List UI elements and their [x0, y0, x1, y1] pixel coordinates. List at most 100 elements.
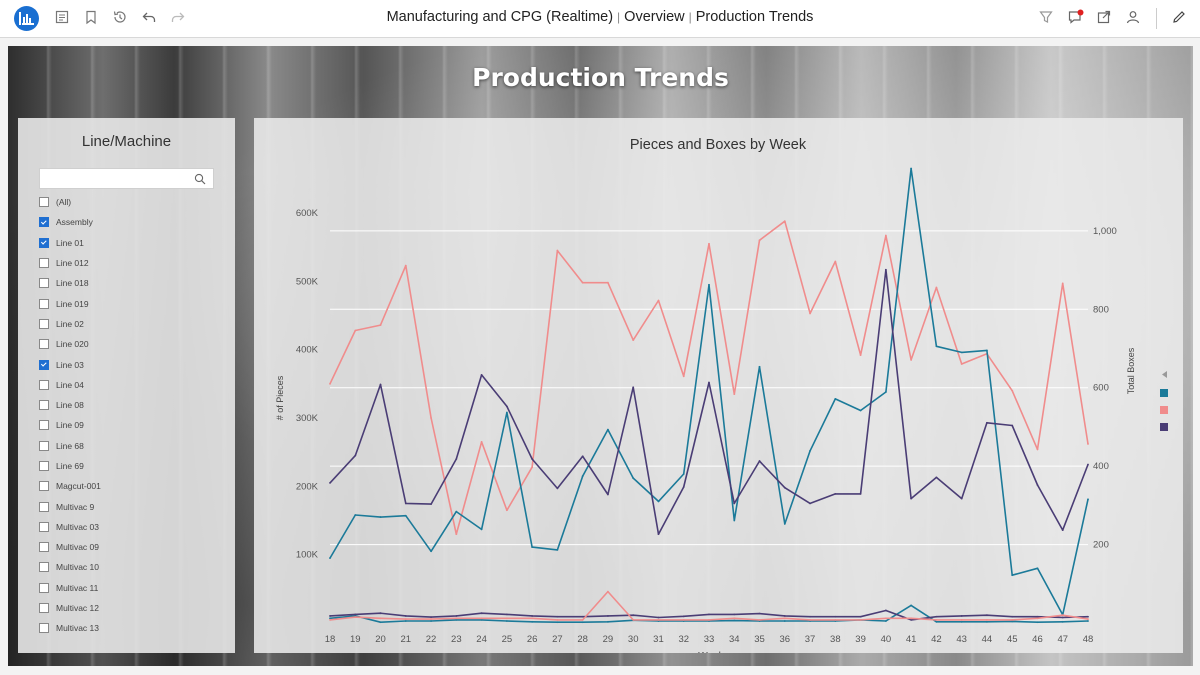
slicer-checkbox[interactable]: [39, 359, 49, 370]
data-point: [809, 615, 811, 618]
x-tick-label: 27: [552, 634, 563, 645]
slicer-checkbox[interactable]: [39, 217, 49, 228]
slicer-item-label: (All): [56, 197, 72, 208]
slicer-checkbox[interactable]: [39, 400, 49, 411]
slicer-item[interactable]: Multivac 10: [39, 557, 229, 577]
slicer-checkbox[interactable]: [39, 379, 49, 390]
data-point: [505, 613, 508, 616]
slicer-checkbox[interactable]: [39, 440, 49, 451]
toolbar-divider: [1156, 8, 1157, 29]
data-point: [581, 475, 584, 477]
slicer-checkbox[interactable]: [39, 501, 49, 512]
data-point: [910, 167, 913, 170]
data-point: [607, 620, 609, 623]
slicer-item[interactable]: Line 08: [39, 395, 229, 415]
data-point: [531, 620, 534, 623]
y-tick-label: 600K: [296, 208, 319, 219]
redo-icon[interactable]: [170, 9, 190, 29]
data-point: [758, 612, 761, 615]
slicer-item-label: Line 012: [56, 258, 89, 269]
data-point: [607, 590, 609, 593]
bookmark-icon[interactable]: [83, 9, 103, 29]
slicer-item-label: Line 04: [56, 379, 84, 390]
slicer-checkbox[interactable]: [39, 603, 49, 614]
slicer-item[interactable]: Line 020: [39, 334, 229, 354]
y2-axis-label: Total Boxes: [1126, 347, 1136, 394]
slicer-checkbox[interactable]: [39, 278, 49, 289]
slicer-checkbox[interactable]: [39, 481, 49, 492]
slicer-item[interactable]: Magcut-001: [39, 476, 229, 496]
data-point: [682, 615, 685, 618]
slicer-checkbox[interactable]: [39, 258, 49, 269]
data-point: [632, 614, 635, 617]
chart-title: Pieces and Boxes by Week: [630, 137, 807, 153]
data-point: [960, 618, 963, 621]
data-point: [430, 618, 432, 620]
data-point: [708, 613, 710, 616]
slicer-item[interactable]: Line 03: [39, 354, 229, 374]
data-point: [758, 239, 761, 242]
slicer-item-label: Multivac 09: [56, 542, 99, 553]
breadcrumb-section[interactable]: Overview: [624, 9, 685, 25]
data-point: [505, 411, 508, 414]
slicer-item[interactable]: Assembly: [39, 212, 229, 232]
slicer-item[interactable]: Line 012: [39, 253, 229, 273]
undo-icon[interactable]: [141, 9, 161, 29]
history-icon[interactable]: [112, 9, 132, 29]
slicer-item[interactable]: Multivac 9: [39, 496, 229, 516]
slicer-item-label: Line 08: [56, 400, 84, 411]
slicer-checkbox[interactable]: [39, 318, 49, 329]
slicer-search-input[interactable]: [39, 168, 214, 189]
slicer-checkbox[interactable]: [39, 339, 49, 350]
slicer-checkbox[interactable]: [39, 521, 49, 532]
slicer-item[interactable]: Line 018: [39, 273, 229, 293]
filter-icon[interactable]: [1038, 9, 1058, 29]
x-tick-label: 43: [956, 634, 967, 645]
slicer-item[interactable]: Multivac 09: [39, 537, 229, 557]
slicer-item[interactable]: Multivac 12: [39, 598, 229, 618]
slicer-item[interactable]: Line 04: [39, 375, 229, 395]
slicer-list: (All) Assembly Line 01 Line 012 Line 018 Line…: [39, 192, 229, 639]
data-point: [935, 615, 938, 618]
breadcrumb-separator: |: [617, 10, 621, 24]
slicer-checkbox[interactable]: [39, 582, 49, 593]
slicer-item[interactable]: (All): [39, 192, 229, 212]
slicer-checkbox[interactable]: [39, 562, 49, 573]
slicer-item[interactable]: Line 69: [39, 456, 229, 476]
slicer-item[interactable]: Line 09: [39, 415, 229, 435]
slicer-checkbox[interactable]: [39, 420, 49, 431]
data-point: [1087, 620, 1089, 622]
slicer-item-label: Line 01: [56, 237, 84, 248]
slicer-item[interactable]: Multivac 13: [39, 618, 229, 638]
slicer-item[interactable]: Line 02: [39, 314, 229, 334]
data-point: [556, 249, 559, 252]
data-point: [733, 613, 736, 616]
share-icon[interactable]: [1096, 9, 1116, 29]
data-point: [505, 620, 508, 622]
data-point: [834, 618, 837, 621]
slicer-checkbox[interactable]: [39, 197, 49, 208]
breadcrumb-app[interactable]: Manufacturing and CPG (Realtime): [386, 9, 614, 25]
slicer-checkbox[interactable]: [39, 542, 49, 553]
data-point: [960, 351, 963, 354]
data-point: [581, 618, 584, 621]
edit-icon[interactable]: [1171, 9, 1191, 29]
app-logo-icon[interactable]: [14, 6, 39, 31]
slicer-item[interactable]: Line 01: [39, 233, 229, 253]
data-point: [682, 473, 685, 475]
user-icon[interactable]: [1125, 9, 1145, 29]
list-icon[interactable]: [54, 9, 74, 29]
slicer-checkbox[interactable]: [39, 623, 49, 634]
slicer-checkbox[interactable]: [39, 298, 49, 309]
slicer-item[interactable]: Line 019: [39, 293, 229, 313]
comment-alert-icon[interactable]: [1067, 9, 1087, 29]
slicer-item[interactable]: Multivac 03: [39, 517, 229, 537]
slicer-item[interactable]: Multivac 11: [39, 578, 229, 598]
slicer-checkbox[interactable]: [39, 461, 49, 471]
slicer-item[interactable]: Line 68: [39, 436, 229, 456]
data-point: [1061, 282, 1064, 285]
x-tick-label: 21: [401, 634, 412, 645]
slicer-checkbox[interactable]: [39, 237, 49, 248]
data-point: [986, 349, 988, 352]
search-icon[interactable]: [194, 172, 207, 185]
